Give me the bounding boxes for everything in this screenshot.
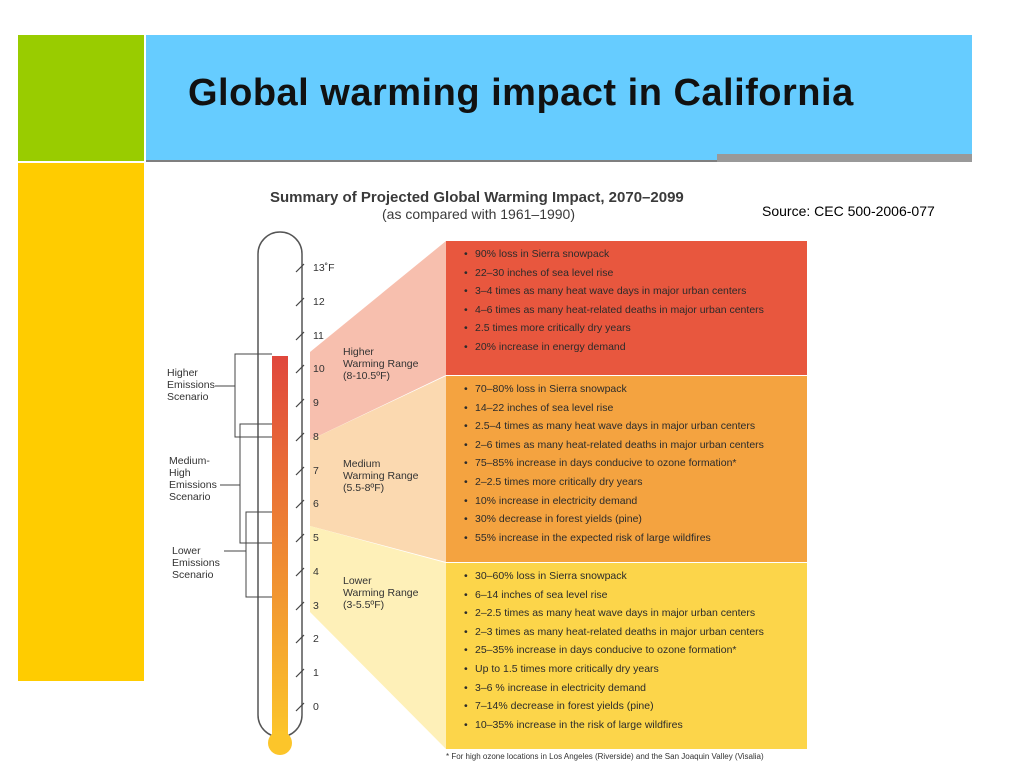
impact-item: 20% increase in energy demand (464, 338, 807, 357)
impact-item: 14–22 inches of sea level rise (464, 399, 807, 418)
slide-title: Global warming impact in California (188, 72, 854, 114)
impact-item: 30% decrease in forest yields (pine) (464, 510, 807, 529)
impact-item: 2–6 times as many heat-related deaths in… (464, 436, 807, 455)
tick-label: 7 (313, 465, 319, 477)
higher-warming-range-label: Higher Warming Range (8-10.5ºF) (343, 346, 419, 382)
higher-scenario-bracket (234, 353, 272, 438)
higher-range-impacts: 90% loss in Sierra snowpack 22–30 inches… (446, 241, 807, 375)
tick-label: 11 (313, 330, 324, 342)
impact-item: 2–2.5 times more critically dry years (464, 473, 807, 492)
green-accent-block (18, 35, 144, 161)
higher-emissions-scenario-label: Higher Emissions Scenario (167, 367, 215, 403)
medium-scenario-bracket (239, 423, 272, 544)
lower-warming-range-label: Lower Warming Range (3-5.5ºF) (343, 575, 419, 611)
impact-item: 30–60% loss in Sierra snowpack (464, 567, 807, 586)
impact-item: 70–80% loss in Sierra snowpack (464, 380, 807, 399)
lower-range-wedge (310, 526, 446, 749)
title-banner (146, 35, 972, 161)
tick-label: 9 (313, 397, 319, 409)
figure-subtitle: (as compared with 1961–1990) (382, 206, 576, 222)
impact-item: 55% increase in the expected risk of lar… (464, 529, 807, 548)
thermometer-bulb (268, 731, 292, 755)
tick-label: 2 (313, 633, 319, 645)
impact-item: 10–35% increase in the risk of large wil… (464, 716, 807, 735)
header-divider-accent (717, 154, 972, 162)
source-note: Source: CEC 500-2006-077 (762, 203, 935, 219)
impact-item: 10% increase in electricity demand (464, 492, 807, 511)
lower-emissions-scenario-label: Lower Emissions Scenario (172, 545, 220, 581)
tick-label: 0 (313, 701, 319, 713)
medium-warming-range-label: Medium Warming Range (5.5-8ºF) (343, 458, 419, 494)
lower-range-impacts: 30–60% loss in Sierra snowpack 6–14 inch… (446, 563, 807, 749)
tick-label: 4 (313, 566, 319, 578)
impact-item: 2.5 times more critically dry years (464, 319, 807, 338)
impact-item: 2–2.5 times as many heat wave days in ma… (464, 604, 807, 623)
impact-item: 2–3 times as many heat-related deaths in… (464, 623, 807, 642)
impact-item: 7–14% decrease in forest yields (pine) (464, 697, 807, 716)
impact-item: 75–85% increase in days conducive to ozo… (464, 454, 807, 473)
higher-range-wedge (310, 241, 446, 440)
impact-item: 4–6 times as many heat-related deaths in… (464, 301, 807, 320)
medium-range-wedge (310, 376, 446, 562)
tick-label: 1 (313, 667, 319, 679)
tick-label: 10 (313, 363, 325, 375)
tick-label: 12 (313, 296, 325, 308)
impact-item: 6–14 inches of sea level rise (464, 586, 807, 605)
lower-scenario-bracket (245, 511, 272, 598)
tick-label: 13˚F (313, 262, 335, 274)
medium-high-emissions-scenario-label: Medium- High Emissions Scenario (169, 455, 217, 503)
scale-ticks (295, 263, 305, 712)
impact-item: 22–30 inches of sea level rise (464, 264, 807, 283)
figure-footnote: * For high ozone locations in Los Angele… (446, 752, 764, 761)
medium-range-impacts: 70–80% loss in Sierra snowpack 14–22 inc… (446, 376, 807, 562)
impact-item: 3–4 times as many heat wave days in majo… (464, 282, 807, 301)
tick-label: 3 (313, 600, 319, 612)
impact-item: 2.5–4 times as many heat wave days in ma… (464, 417, 807, 436)
tick-label: 5 (313, 532, 319, 544)
tick-label: 8 (313, 431, 319, 443)
impact-item: 25–35% increase in days conducive to ozo… (464, 641, 807, 660)
header-divider (146, 160, 972, 162)
figure-title: Summary of Projected Global Warming Impa… (270, 189, 684, 206)
tick-label: 6 (313, 498, 319, 510)
scenario-brackets (215, 353, 272, 598)
impact-item: Up to 1.5 times more critically dry year… (464, 660, 807, 679)
impact-item: 90% loss in Sierra snowpack (464, 245, 807, 264)
yellow-accent-block (18, 163, 144, 681)
impact-item: 3–6 % increase in electricity demand (464, 679, 807, 698)
thermometer-mercury (272, 356, 288, 736)
